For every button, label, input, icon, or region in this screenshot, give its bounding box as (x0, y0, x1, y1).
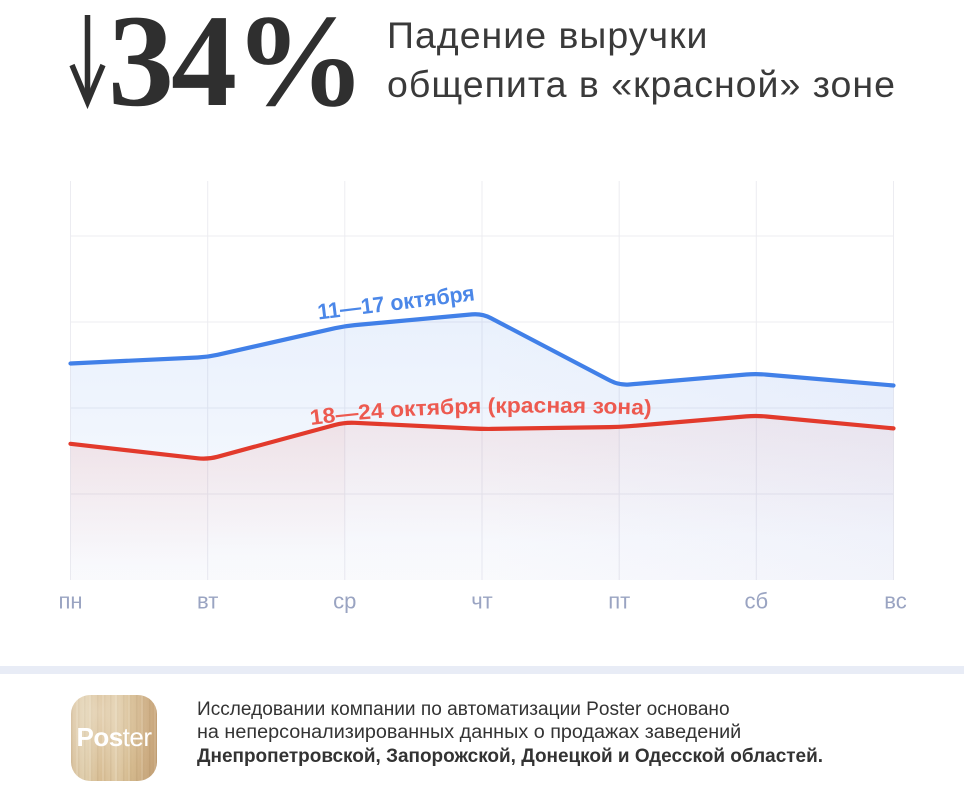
svg-text:ср: ср (333, 589, 356, 614)
svg-text:чт: чт (471, 589, 493, 614)
svg-text:сб: сб (744, 589, 768, 614)
svg-text:вт: вт (197, 589, 218, 614)
svg-text:вс: вс (884, 589, 906, 614)
svg-text:пн: пн (58, 589, 82, 614)
svg-text:пт: пт (608, 589, 630, 614)
